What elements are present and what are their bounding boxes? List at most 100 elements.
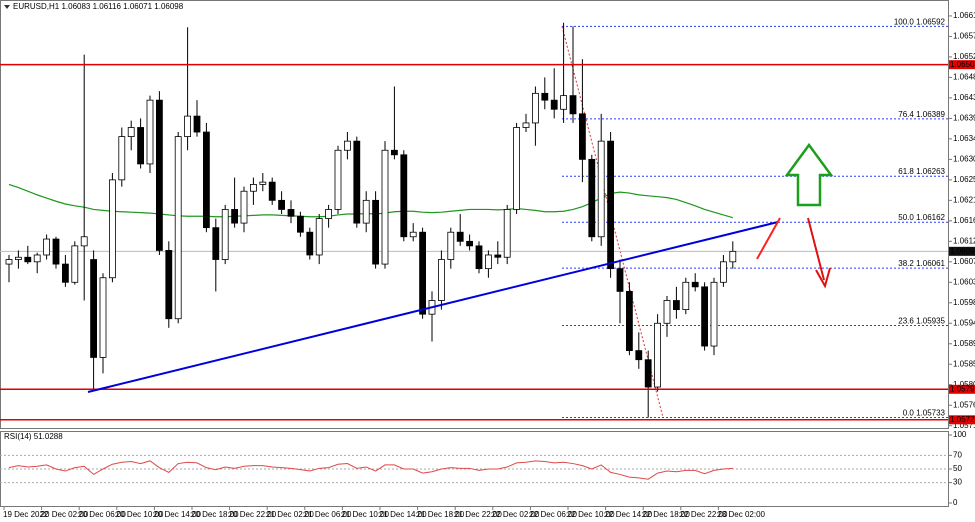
fib-ratio: 0.0 xyxy=(903,409,915,418)
fib-label: 100.0 1.06592 xyxy=(894,18,946,27)
candle-body xyxy=(184,115,192,137)
candle-body xyxy=(99,277,107,358)
fib-label: 38.2 1.06061 xyxy=(898,259,945,268)
candle-body xyxy=(90,259,97,358)
y-tick-label: 1.05895 xyxy=(953,339,975,348)
y-tick-label: 1.06390 xyxy=(953,113,975,122)
candle-body xyxy=(682,281,690,311)
fib-ratio: 100.0 xyxy=(894,18,915,27)
x-tick-label: 20 Dec 02:00 xyxy=(41,510,89,519)
candle-body xyxy=(644,359,652,388)
x-tick-label: 22 Dec 14:00 xyxy=(605,510,653,519)
x-tick-label: 21 Dec 06:00 xyxy=(304,510,352,519)
level-tag-label: 1.06508 xyxy=(950,60,975,69)
candle-body xyxy=(362,199,370,224)
breakout-line xyxy=(756,217,781,260)
level-tag-label: 1.05728 xyxy=(950,415,975,424)
candle-body xyxy=(118,136,126,181)
fib-price: 1.06389 xyxy=(916,110,945,119)
candle-body xyxy=(240,190,248,224)
fib-label: 23.6 1.05935 xyxy=(898,317,945,326)
y-tick-label: 1.05805 xyxy=(953,380,975,389)
candle-body xyxy=(343,140,351,151)
y-tick-label: 1.06165 xyxy=(953,216,975,225)
candle-body xyxy=(249,184,257,192)
candle-body xyxy=(334,149,342,210)
candle-body xyxy=(109,179,116,279)
candle-body xyxy=(691,281,699,288)
candle-body xyxy=(701,286,708,347)
y-tick-label: 1.05940 xyxy=(953,318,975,327)
fib-ratio: 23.6 xyxy=(898,317,914,326)
candle-body xyxy=(127,127,135,137)
candle-body xyxy=(202,131,210,229)
rsi-tick-label: 70 xyxy=(953,451,962,460)
candle-body xyxy=(33,254,41,263)
candle-body xyxy=(532,92,539,124)
candle-body xyxy=(437,259,445,301)
candle-body xyxy=(626,291,633,351)
candle-body xyxy=(71,245,79,283)
candle-body xyxy=(400,154,408,238)
candle-body xyxy=(24,256,32,263)
candle-body xyxy=(5,259,13,265)
rsi-label: RSI(14) 51.0288 xyxy=(4,432,63,441)
x-tick-label: 19 Dec 2022 xyxy=(3,510,49,519)
candle-body xyxy=(212,227,220,260)
fib-ratio: 50.0 xyxy=(898,213,914,222)
candle-body xyxy=(419,231,427,315)
x-tick-label: 20 Dec 18:00 xyxy=(191,510,239,519)
candle-body xyxy=(14,256,22,260)
candle-body xyxy=(579,113,586,160)
candle-body xyxy=(588,158,596,238)
x-tick-label: 22 Dec 02:00 xyxy=(492,510,540,519)
rsi-tick-label: 30 xyxy=(953,478,962,487)
candle-body xyxy=(306,231,314,256)
y-tick-label: 1.06255 xyxy=(953,175,975,184)
x-tick-label: 22 Dec 10:00 xyxy=(567,510,615,519)
fib-price: 1.06592 xyxy=(916,18,945,27)
rsi-tick-label: 0 xyxy=(953,498,958,507)
candle-body xyxy=(315,218,323,256)
up-arrow xyxy=(784,142,834,207)
level-tag xyxy=(949,384,975,394)
candle-body xyxy=(62,263,69,283)
y-tick-label: 1.06210 xyxy=(953,195,975,204)
candle-body xyxy=(372,199,380,265)
price-tag-label: 1.06098 xyxy=(950,246,975,255)
fib-ratio: 38.2 xyxy=(898,259,914,268)
x-tick-label: 20 Dec 06:00 xyxy=(78,510,126,519)
candle-body xyxy=(635,350,643,361)
candle-body xyxy=(80,236,88,247)
candle-body xyxy=(287,209,295,217)
y-tick-label: 1.05715 xyxy=(953,421,975,430)
candle-body xyxy=(513,127,520,210)
trendline xyxy=(87,221,779,393)
candle-body xyxy=(325,209,333,219)
candle-body xyxy=(231,209,239,224)
rsi-tick-label: 100 xyxy=(953,430,967,439)
candle-body xyxy=(466,240,474,247)
candle-body xyxy=(259,181,267,185)
candle-body xyxy=(165,250,173,320)
level-tag xyxy=(949,415,975,425)
candle-body xyxy=(381,149,389,265)
candle-body xyxy=(720,261,727,283)
y-tick-label: 1.05760 xyxy=(953,400,975,409)
arrow-shaft xyxy=(807,217,825,281)
candle-body xyxy=(221,209,229,260)
candle-body xyxy=(484,254,492,270)
candle-body xyxy=(522,122,530,128)
x-tick-label: 20 Dec 14:00 xyxy=(153,510,201,519)
candle-body xyxy=(390,149,398,156)
candle-body xyxy=(137,127,145,165)
x-tick-label: 20 Dec 22:00 xyxy=(229,510,277,519)
x-tick-label: 21 Dec 10:00 xyxy=(341,510,389,519)
rsi-tick-label: 50 xyxy=(953,464,962,473)
candle-body xyxy=(616,268,624,292)
level-tag xyxy=(949,60,975,70)
candle-body xyxy=(663,300,671,324)
x-tick-label: 20 Dec 10:00 xyxy=(116,510,164,519)
